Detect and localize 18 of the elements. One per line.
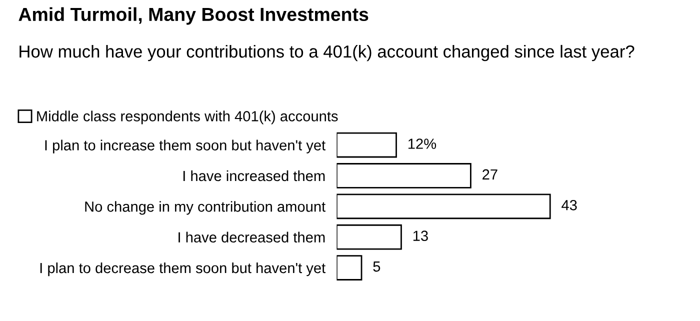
bar (336, 194, 551, 220)
data-label: 27 (482, 169, 498, 180)
bar (336, 224, 402, 250)
y-tick-label: I plan to decrease them soon but haven't yet (40, 262, 326, 276)
chart-title: Amid Turmoil, Many Boost Investments (18, 7, 368, 25)
y-tick-label: No change in my contribution amount (85, 201, 326, 215)
y-tick-label: I plan to increase them soon but haven't yet (45, 140, 326, 154)
bar (336, 255, 362, 280)
data-label: 43 (562, 200, 577, 210)
chart-subtitle: How much have your contributions to a 401(k) account changed since last year? (20, 44, 634, 62)
data-label: 5 (373, 262, 380, 272)
bar (336, 132, 397, 158)
y-tick-label: I have decreased them (178, 232, 325, 243)
data-label: 13 (413, 230, 428, 242)
bar (336, 163, 472, 188)
legend-label: Middle class respondents with 401(k) accounts (37, 110, 338, 124)
data-label: 12% (408, 138, 436, 149)
y-tick-label: I have increased them (183, 170, 325, 182)
